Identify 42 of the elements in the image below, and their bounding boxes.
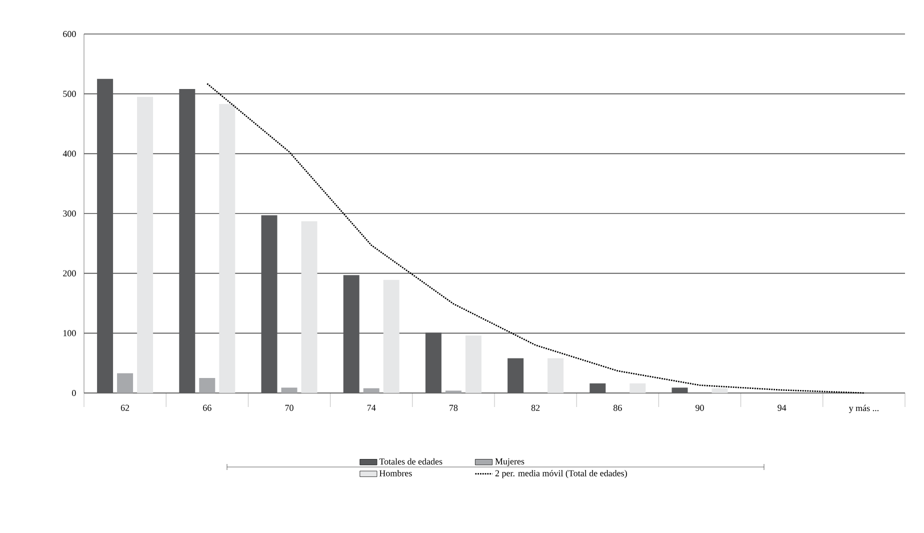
x-tick-label: 78: [450, 404, 458, 411]
bar: [672, 388, 688, 393]
bar: [548, 358, 564, 393]
bar: [383, 280, 400, 393]
x-tick-label: 82: [531, 404, 540, 411]
line-series: [206, 82, 865, 394]
bar: [343, 275, 360, 393]
bar: [137, 96, 154, 393]
y-tick-label: 500: [63, 90, 76, 97]
y-tick-label: 100: [63, 330, 76, 336]
bar: [97, 78, 114, 393]
y-tick-label: 600: [63, 30, 76, 38]
x-tick-label: 70: [285, 404, 294, 411]
bar: [712, 388, 728, 393]
y-tick-label: 300: [63, 210, 76, 217]
y-tick-label: 400: [62, 150, 76, 157]
bar: [281, 388, 298, 393]
bar: [261, 215, 278, 393]
bar: [590, 383, 606, 393]
x-tick-label: 62: [120, 404, 130, 411]
x-tick-label: 74: [367, 404, 376, 411]
bar: [301, 221, 318, 393]
x-tick-label: y más ...: [848, 404, 878, 414]
x-tick-label: 90: [696, 404, 704, 411]
legend-label: Totales de edades: [379, 458, 442, 465]
bar: [465, 336, 482, 393]
bar: [219, 104, 236, 393]
legend-label: Hombres: [379, 470, 412, 476]
x-tick-label: 66: [203, 404, 212, 411]
x-tick-label: 86: [614, 404, 622, 411]
bar: [425, 332, 442, 393]
bar: [508, 358, 524, 393]
legend-label: Mujeres: [495, 458, 524, 466]
bar: [630, 383, 646, 393]
y-tick-label: 0: [72, 390, 76, 396]
bar: [179, 89, 196, 393]
bar: [199, 378, 216, 393]
legend-label: 2 per. media móvil (Total de edades): [495, 470, 627, 478]
y-tick-label: 200: [63, 270, 76, 276]
bar: [363, 388, 380, 393]
bar: [117, 373, 134, 393]
x-tick-label: 94: [778, 404, 786, 411]
